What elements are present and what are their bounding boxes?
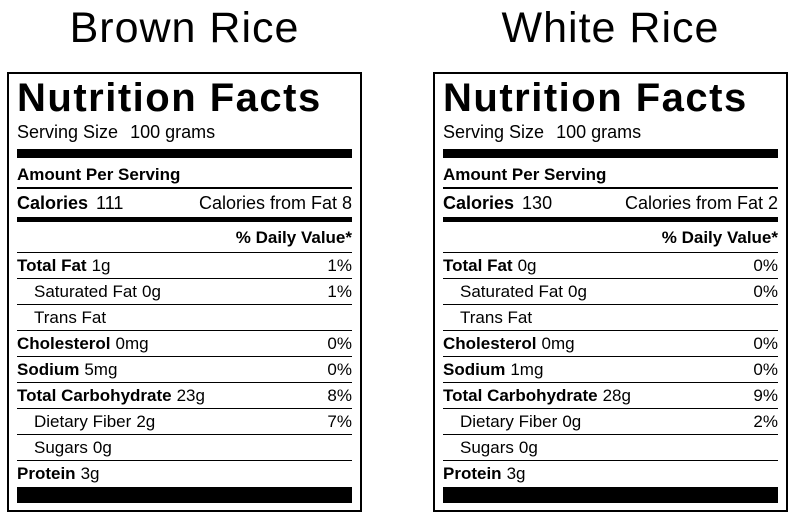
nutrient-row-sodium: Sodium 1mg 0% [443, 357, 778, 383]
nutrient-row-dietary-fiber: Dietary Fiber 0g 2% [443, 409, 778, 435]
amount-per-serving-heading: Amount Per Serving [443, 158, 778, 189]
nutrition-label-white-rice: Nutrition Facts Serving Size 100 grams Am… [433, 72, 788, 512]
calories-left: Calories 130 [443, 193, 552, 214]
calories-value: 111 [96, 193, 124, 213]
calories-label: Calories [17, 193, 89, 213]
nutrient-row-protein: Protein 3g [17, 461, 352, 486]
nutrition-facts-heading: Nutrition Facts [443, 76, 748, 120]
calories-from-fat: Calories from Fat 8 [198, 193, 352, 213]
calories-label: Calories [443, 193, 515, 213]
nutrient-name: Total Carbohydrate 23g [17, 386, 205, 405]
panel-title-brown-rice: Brown Rice [69, 4, 300, 52]
nutrient-name: Dietary Fiber 0g [460, 412, 582, 431]
nutrient-daily-value: 2% [753, 412, 778, 431]
nutrient-daily-value: 0% [327, 334, 352, 353]
nutrient-daily-value: 9% [753, 386, 778, 405]
nutrient-name: Dietary Fiber 2g [34, 412, 156, 431]
nutrient-daily-value: 7% [327, 412, 352, 431]
nutrient-row-dietary-fiber: Dietary Fiber 2g 7% [17, 409, 352, 435]
nutrient-daily-value: 1% [327, 282, 352, 301]
nutrient-name: Trans Fat [34, 308, 107, 327]
nutrient-daily-value: 0% [753, 256, 778, 275]
brown-rice-panel: Brown Rice Nutrition Facts Serving Size 1… [7, 0, 362, 512]
nutrient-row-protein: Protein 3g [443, 461, 778, 486]
daily-value-heading: % Daily Value* [17, 222, 352, 253]
calories-left: Calories 111 [17, 193, 123, 214]
bottom-thick-divider [17, 487, 352, 503]
nutrient-name: Protein 3g [443, 464, 526, 483]
nutrient-daily-value: 0% [753, 334, 778, 353]
nutrient-row-saturated-fat: Saturated Fat 0g 1% [17, 279, 352, 305]
nutrient-row-cholesterol: Cholesterol 0mg 0% [17, 331, 352, 357]
bottom-thick-divider [443, 487, 778, 503]
calories-row: Calories 111 Calories from Fat 8 [17, 189, 352, 222]
nutrient-daily-value: 0% [753, 282, 778, 301]
nutrient-row-trans-fat: Trans Fat [17, 305, 352, 331]
nutrition-label-brown-rice: Nutrition Facts Serving Size 100 grams Am… [7, 72, 362, 512]
nutrient-name: Sodium 1mg [443, 360, 544, 379]
nutrient-row-saturated-fat: Saturated Fat 0g 0% [443, 279, 778, 305]
nutrient-name: Trans Fat [460, 308, 533, 327]
nutrient-daily-value: 0% [327, 360, 352, 379]
nutrition-facts-heading: Nutrition Facts [17, 76, 322, 120]
nutrient-row-sodium: Sodium 5mg 0% [17, 357, 352, 383]
nutrient-row-total-carbohydrate: Total Carbohydrate 28g 9% [443, 383, 778, 409]
thick-divider [443, 149, 778, 158]
serving-size-value: 100 grams [130, 122, 216, 142]
calories-value: 130 [522, 193, 553, 213]
panel-title-white-rice: White Rice [501, 4, 720, 52]
daily-value-heading: % Daily Value* [443, 222, 778, 253]
nutrient-name: Saturated Fat 0g [460, 282, 587, 301]
nutrient-name: Sugars 0g [34, 438, 112, 457]
nutrient-row-sugars: Sugars 0g [17, 435, 352, 461]
nutrient-name: Total Carbohydrate 28g [443, 386, 631, 405]
nutrient-name: Sodium 5mg [17, 360, 118, 379]
nutrient-name: Total Fat 1g [17, 256, 111, 275]
nutrient-daily-value: 1% [327, 256, 352, 275]
thick-divider [17, 149, 352, 158]
nutrient-name: Cholesterol 0mg [17, 334, 149, 353]
serving-size-label: Serving Size [17, 122, 119, 142]
nutrient-row-cholesterol: Cholesterol 0mg 0% [443, 331, 778, 357]
nutrient-row-total-carbohydrate: Total Carbohydrate 23g 8% [17, 383, 352, 409]
calories-row: Calories 130 Calories from Fat 2 [443, 189, 778, 222]
serving-size-value: 100 grams [556, 122, 642, 142]
serving-size-label: Serving Size [443, 122, 545, 142]
nutrient-name: Sugars 0g [460, 438, 538, 457]
amount-per-serving-heading: Amount Per Serving [17, 158, 352, 189]
serving-size-line: Serving Size 100 grams [443, 119, 778, 149]
nutrient-row-trans-fat: Trans Fat [443, 305, 778, 331]
white-rice-panel: White Rice Nutrition Facts Serving Size 1… [433, 0, 788, 512]
nutrient-name: Protein 3g [17, 464, 100, 483]
nutrient-row-total-fat: Total Fat 1g 1% [17, 253, 352, 279]
nutrient-row-sugars: Sugars 0g [443, 435, 778, 461]
calories-from-fat: Calories from Fat 2 [624, 193, 778, 213]
serving-size-line: Serving Size 100 grams [17, 119, 352, 149]
nutrient-name: Cholesterol 0mg [443, 334, 575, 353]
nutrient-name: Saturated Fat 0g [34, 282, 161, 301]
nutrient-daily-value: 0% [753, 360, 778, 379]
nutrient-row-total-fat: Total Fat 0g 0% [443, 253, 778, 279]
nutrient-name: Total Fat 0g [443, 256, 537, 275]
nutrient-daily-value: 8% [327, 386, 352, 405]
